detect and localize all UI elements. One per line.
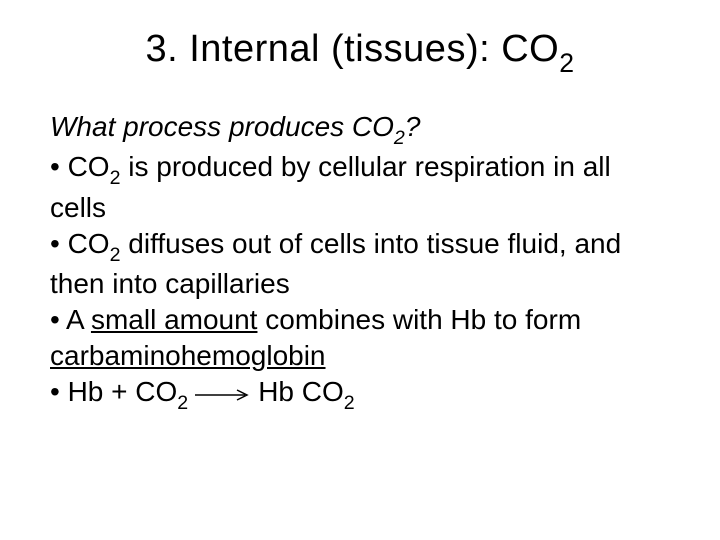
slide-body: What process produces CO2? • CO2 is prod… xyxy=(50,109,670,415)
bullet-1-sub: 2 xyxy=(110,167,121,189)
bullet-1: • CO2 is produced by cellular respiratio… xyxy=(50,149,670,226)
equation-rhs-sub: 2 xyxy=(344,392,355,414)
bullet-2-sub: 2 xyxy=(110,244,121,266)
bullet-1-pre: • CO xyxy=(50,151,110,182)
title-text: 3. Internal (tissues): CO xyxy=(145,28,559,70)
bullet-3-u2: carbaminohemoglobin xyxy=(50,340,326,371)
equation-rhs-pre: Hb CO xyxy=(258,376,344,407)
question-line: What process produces CO2? xyxy=(50,109,670,150)
equation-lhs-pre: • Hb + CO xyxy=(50,376,177,407)
arrow-icon xyxy=(188,376,258,412)
question-suffix: ? xyxy=(405,111,421,142)
slide: 3. Internal (tissues): CO2 What process … xyxy=(0,0,720,540)
equation-line: • Hb + CO2Hb CO2 xyxy=(50,374,670,415)
question-subscript: 2 xyxy=(394,127,405,149)
question-prefix: What process produces CO xyxy=(50,111,394,142)
bullet-3-u1: small amount xyxy=(91,304,258,335)
bullet-2: • CO2 diffuses out of cells into tissue … xyxy=(50,226,670,303)
bullet-2-pre: • CO xyxy=(50,228,110,259)
slide-title: 3. Internal (tissues): CO2 xyxy=(50,28,670,77)
bullet-3-p2: combines with Hb to form xyxy=(257,304,581,335)
bullet-3: • A small amount combines with Hb to for… xyxy=(50,302,670,374)
bullet-2-rest: diffuses out of cells into tissue fluid,… xyxy=(50,228,621,300)
bullet-3-p1: • A xyxy=(50,304,91,335)
equation-lhs-sub: 2 xyxy=(177,392,188,414)
title-subscript: 2 xyxy=(559,48,574,78)
bullet-1-rest: is produced by cellular respiration in a… xyxy=(50,151,611,223)
